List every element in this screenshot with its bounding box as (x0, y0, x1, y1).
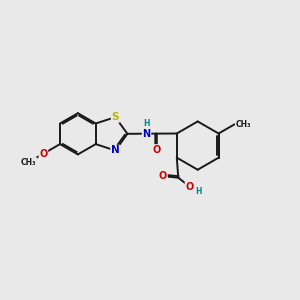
Text: S: S (112, 112, 119, 122)
Text: O: O (39, 149, 48, 159)
Text: H: H (195, 187, 201, 196)
Text: O: O (185, 182, 194, 192)
Text: N: N (142, 129, 151, 139)
Text: CH₃: CH₃ (236, 120, 251, 129)
Text: N: N (111, 146, 120, 155)
Text: O: O (153, 145, 161, 155)
Text: CH₃: CH₃ (21, 158, 36, 167)
Text: O: O (159, 171, 167, 181)
Text: H: H (143, 119, 150, 128)
